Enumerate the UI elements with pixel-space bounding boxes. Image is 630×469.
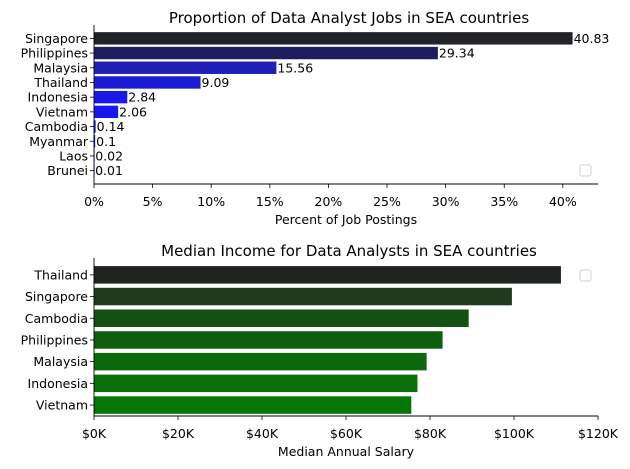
x-tick-label: 15%	[256, 194, 284, 209]
x-tick-label: $100K	[494, 426, 535, 441]
x-tick-label: 5%	[143, 194, 163, 209]
data-label: 9.09	[202, 75, 230, 90]
y-tick-label: Thailand	[33, 75, 88, 90]
bar-indonesia	[94, 374, 418, 393]
x-tick-label: 40%	[549, 194, 577, 209]
x-axis-label: Median Annual Salary	[278, 444, 415, 459]
x-tick-label: 0%	[84, 194, 104, 209]
x-tick-label: 35%	[490, 194, 518, 209]
bar-indonesia	[94, 90, 128, 104]
data-label: 15.56	[277, 60, 313, 75]
bar-myanmar	[94, 135, 96, 148]
x-tick-label: $60K	[330, 426, 363, 441]
y-tick-label: Laos	[59, 148, 88, 163]
bar-vietnam	[94, 105, 119, 119]
x-tick-label: 10%	[197, 194, 225, 209]
y-tick-label: Cambodia	[25, 119, 88, 134]
data-label: 0.02	[95, 148, 123, 163]
data-label: 0.1	[96, 134, 116, 149]
y-tick-label: Cambodia	[25, 311, 88, 326]
y-tick-label: Philippines	[21, 46, 88, 61]
x-tick-label: $0K	[82, 426, 107, 441]
chart-title: Median Income for Data Analysts in SEA c…	[161, 242, 537, 260]
y-tick-label: Brunei	[47, 163, 88, 178]
x-tick-label: 20%	[315, 194, 343, 209]
y-tick-label: Indonesia	[28, 376, 88, 391]
y-tick-label: Philippines	[21, 332, 88, 347]
y-tick-label: Singapore	[25, 31, 88, 46]
bar-vietnam	[94, 396, 412, 414]
bar-thailand	[94, 266, 561, 284]
y-tick-label: Vietnam	[36, 104, 88, 119]
data-label: 40.83	[574, 31, 610, 46]
bar-philippines	[94, 331, 443, 349]
bar-philippines	[94, 46, 438, 60]
x-tick-label: $20K	[162, 426, 195, 441]
data-label: 2.84	[128, 90, 156, 105]
y-tick-label: Indonesia	[28, 90, 88, 105]
y-tick-label: Singapore	[25, 289, 88, 304]
bar-singapore	[94, 287, 512, 306]
y-tick-label: Malaysia	[33, 354, 88, 369]
bar-malaysia	[94, 61, 277, 74]
data-label: 29.34	[439, 46, 475, 61]
y-tick-label: Vietnam	[36, 398, 88, 413]
x-axis-label: Percent of Job Postings	[275, 212, 417, 227]
x-tick-label: 30%	[432, 194, 460, 209]
y-tick-label: Malaysia	[33, 60, 88, 75]
x-tick-label: $120K	[578, 426, 619, 441]
bar-singapore	[94, 32, 573, 45]
data-label: 0.14	[97, 119, 125, 134]
x-tick-label: $40K	[246, 426, 279, 441]
y-tick-label: Myanmar	[29, 134, 89, 149]
bar-thailand	[94, 76, 201, 89]
data-label: 2.06	[119, 104, 147, 119]
legend-box	[579, 269, 592, 282]
bar-malaysia	[94, 352, 427, 371]
bar-cambodia	[94, 309, 469, 327]
legend-box	[579, 164, 592, 177]
data-label: 0.01	[95, 163, 123, 178]
bar-cambodia	[94, 120, 96, 133]
x-tick-label: $80K	[414, 426, 447, 441]
chart-title: Proportion of Data Analyst Jobs in SEA c…	[169, 9, 530, 27]
y-tick-label: Thailand	[33, 267, 88, 282]
x-tick-label: 25%	[373, 194, 401, 209]
